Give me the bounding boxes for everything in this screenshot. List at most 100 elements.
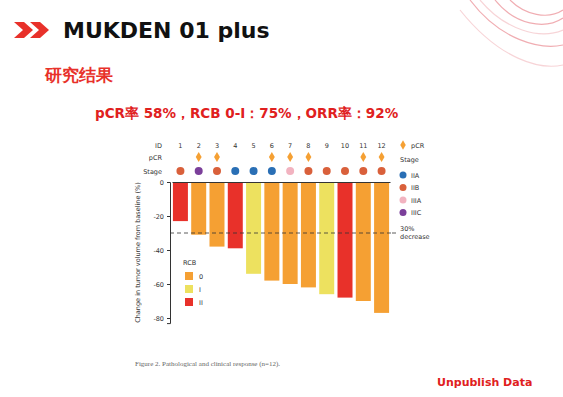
stage-dot: [176, 167, 184, 175]
stage-dot: [323, 167, 331, 175]
legend-stage-label: IIB: [411, 184, 419, 192]
header-icon: [14, 22, 49, 38]
header-title: MUKDEN 01 plus: [63, 18, 270, 43]
pcr-diamond: [196, 152, 202, 162]
stage-dot: [304, 167, 312, 175]
y-tick: 0: [160, 179, 170, 187]
y-tick-label: -60: [153, 281, 164, 289]
id-label: 5: [251, 142, 255, 150]
stage-dot: [195, 167, 203, 175]
legend-rcb-label: I: [199, 286, 201, 294]
y-tick: -40: [153, 247, 170, 255]
swirl: [480, 0, 563, 34]
legend-rcb-label: 0: [199, 273, 203, 281]
bar: [228, 182, 243, 248]
caption: Figure 2. Pathological and clinical resp…: [135, 360, 280, 368]
legend-rcb-title: RCB: [183, 259, 196, 267]
pcr-diamond: [269, 152, 275, 162]
legend-stage-dot: [400, 197, 407, 204]
y-tick-label: -40: [153, 247, 164, 255]
legend-pcr-label: pCR: [411, 142, 425, 150]
legend-stage-label: IIIC: [411, 209, 422, 217]
reference-label: 30%: [400, 225, 414, 233]
legend-rcb-swatch: [185, 272, 193, 280]
y-tick: -20: [153, 213, 170, 221]
id-label: 8: [306, 142, 310, 150]
legend-stage-dot: [400, 209, 407, 216]
legend-pcr-symbol: [400, 140, 405, 149]
id-label: 4: [233, 142, 237, 150]
stage-dot: [359, 167, 367, 175]
reference-line: [170, 233, 392, 234]
id-label: 10: [341, 142, 349, 150]
id-label: 1: [178, 142, 182, 150]
y-tick: -80: [153, 315, 170, 323]
subtitle: pCR率 58%，RCB 0-I：75%，ORR率：92%: [95, 105, 399, 121]
y-axis-title: Change in tumor volume from baseline (%): [134, 182, 142, 323]
legend-rcb-label: II: [199, 299, 203, 307]
stage-dot: [250, 167, 258, 175]
pcr-diamond: [360, 152, 366, 162]
legend-stage-dot: [400, 184, 407, 191]
bar: [246, 182, 261, 274]
stage-dot: [286, 167, 294, 175]
y-axis: 0 -20 -40 -60 -80: [153, 179, 170, 324]
y-tick-label: 0: [160, 179, 164, 187]
pcr-diamond: [379, 152, 385, 162]
y-axis-line: [167, 183, 171, 324]
bar: [209, 182, 224, 247]
chevron: [14, 22, 33, 38]
swirl: [510, 0, 563, 15]
bar: [356, 182, 371, 301]
row-label: Stage: [143, 168, 162, 176]
bar: [301, 182, 316, 287]
chevron: [30, 22, 49, 38]
bar: [338, 182, 353, 298]
id-label: 11: [359, 142, 367, 150]
bar: [173, 182, 188, 221]
stage-dot: [231, 167, 239, 175]
y-tick-mark: [167, 216, 170, 217]
footnote: Unpublish Data: [437, 376, 532, 389]
section-title: 研究结果: [44, 65, 114, 85]
bar: [374, 182, 389, 313]
y-tick: -60: [153, 281, 170, 289]
reference-label: decrease: [400, 233, 430, 241]
id-label: 9: [325, 142, 329, 150]
y-tick-mark: [167, 318, 170, 319]
reference-line-ext: [392, 233, 396, 234]
legend-stage-dot: [400, 172, 407, 179]
y-tick-label: -20: [153, 213, 164, 221]
stage-dot: [213, 167, 221, 175]
swirl: [460, 10, 563, 66]
pcr-diamond: [305, 152, 311, 162]
row-label: pCR: [149, 154, 163, 162]
pcr-diamond: [214, 152, 220, 162]
decoration: [460, 0, 563, 66]
pcr-diamond: [287, 152, 293, 162]
id-label: 12: [377, 142, 385, 150]
y-tick-label: -80: [153, 315, 164, 323]
swirl: [470, 0, 563, 46]
legend-stage-title: Stage: [400, 156, 419, 164]
x-axis: [173, 182, 391, 183]
row-label: ID: [155, 142, 162, 150]
stage-dot: [268, 167, 276, 175]
id-label: 3: [215, 142, 219, 150]
legend-stage-label: IIA: [411, 172, 420, 180]
stage-dot: [341, 167, 349, 175]
bar: [319, 182, 334, 294]
id-label: 6: [270, 142, 274, 150]
legend-rcb-swatch: [185, 285, 193, 293]
chart: 30%decrease 0 -20 -40 -60 -80 Change in tumor …: [134, 140, 430, 368]
id-label: 2: [197, 142, 201, 150]
stage-dot: [378, 167, 386, 175]
legend-rcb-swatch: [185, 298, 193, 306]
legend-stage-label: IIIA: [411, 197, 422, 205]
y-tick-mark: [167, 182, 170, 183]
y-tick-mark: [167, 250, 170, 251]
id-label: 7: [288, 142, 292, 150]
x-axis-line: [173, 182, 391, 183]
bar: [264, 182, 279, 281]
swirl: [495, 0, 563, 24]
